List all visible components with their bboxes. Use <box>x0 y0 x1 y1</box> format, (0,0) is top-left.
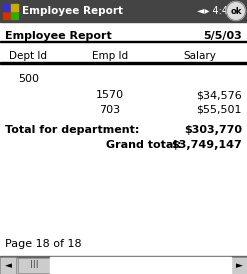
Text: ◄: ◄ <box>4 261 11 270</box>
Bar <box>0 41 247 42</box>
Text: Total for department:: Total for department: <box>5 125 139 135</box>
Bar <box>0 256 247 257</box>
Bar <box>3 12 10 19</box>
Text: ◄▸ 4:42: ◄▸ 4:42 <box>197 6 234 16</box>
Circle shape <box>226 1 246 21</box>
Text: $303,770: $303,770 <box>184 125 242 135</box>
Text: 5/5/03: 5/5/03 <box>203 31 242 41</box>
Text: Dept Id: Dept Id <box>9 51 47 61</box>
Text: Salary: Salary <box>184 51 216 61</box>
Text: $34,576: $34,576 <box>196 90 242 100</box>
Text: Employee Report: Employee Report <box>22 6 123 16</box>
Text: III: III <box>30 261 38 270</box>
Bar <box>0 257 16 274</box>
Text: Employee Report: Employee Report <box>5 31 112 41</box>
Bar <box>50 257 231 274</box>
Bar <box>0 61 247 64</box>
Text: 500: 500 <box>18 74 39 84</box>
Text: $3,749,147: $3,749,147 <box>171 140 242 150</box>
Bar <box>18 258 50 273</box>
Text: 703: 703 <box>100 105 121 115</box>
Text: 1570: 1570 <box>96 90 124 100</box>
Bar <box>0 0 247 22</box>
Bar <box>0 257 247 274</box>
Bar <box>231 257 247 274</box>
Text: Grand total:: Grand total: <box>106 140 182 150</box>
Bar <box>3 4 10 11</box>
Text: Page 18 of 18: Page 18 of 18 <box>5 239 82 249</box>
Text: $55,501: $55,501 <box>197 105 242 115</box>
Text: ok: ok <box>230 7 242 16</box>
Text: ►: ► <box>236 261 243 270</box>
Text: Emp Id: Emp Id <box>92 51 128 61</box>
Bar <box>11 12 18 19</box>
Bar <box>11 4 18 11</box>
